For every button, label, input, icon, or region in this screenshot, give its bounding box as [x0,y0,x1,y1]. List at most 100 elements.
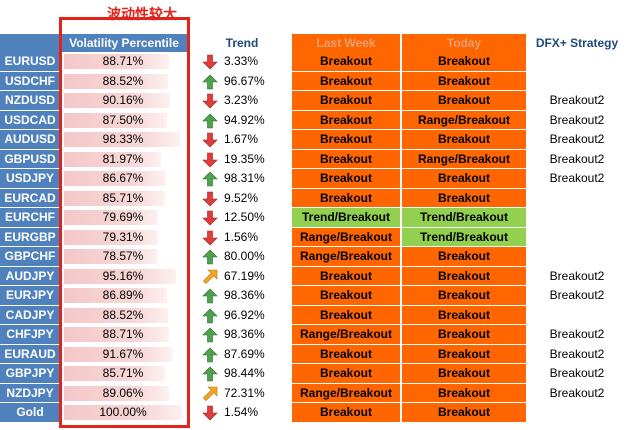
last-week-cell: Range/Breakout [292,325,400,345]
volatility-bar [64,405,182,420]
trend-cell: 87.69% [196,345,288,365]
volatility-header: Volatility Percentile [60,34,188,52]
volatility-cell: 78.57% [60,247,188,267]
dfx-strategy-cell [530,208,624,228]
dfx-strategy-cell [530,189,624,209]
trend-cell: 96.67% [196,72,288,92]
today-cell: Breakout [402,266,526,286]
last-week-cell: Breakout [292,364,400,384]
table-row: NZDJPY 89.06% 72.31% Range/Breakout Breakout… [0,383,624,404]
pair-label: GBPCHF [0,247,60,267]
volatility-cell: 86.89% [60,286,188,306]
trend-cell: 1.67% [196,130,288,150]
pair-label: EURGBP [0,227,60,247]
pair-label: USDCAD [0,110,60,130]
today-cell: Breakout [402,247,526,267]
trend-cell: 12.50% [196,208,288,228]
table-row: EURCAD 85.71% 9.52% Breakout Breakout [0,188,624,209]
arrow-down-icon [202,210,218,226]
arrow-down-icon [202,230,218,246]
pair-label: CADJPY [0,305,60,325]
volatility-bar [64,132,181,147]
today-cell: Breakout [402,130,526,150]
today-header: Today [402,34,526,52]
trend-value: 3.23% [224,93,259,107]
table-row: GBPUSD 81.97% 19.35% Breakout Range/Breakout… [0,149,624,169]
dfx-strategy-cell [530,228,624,248]
arrow-down-icon [202,152,218,168]
today-cell: Breakout [402,52,526,72]
arrow-up-icon [202,366,218,382]
volatility-highlight-box [59,17,190,428]
today-cell: Breakout [402,325,526,345]
volatility-value: 88.52% [102,73,144,88]
volatility-cell: 100.00% [60,403,188,423]
trend-header: Trend [225,36,259,50]
pair-label: GBPJPY [0,364,60,384]
dfx-strategy-cell: Breakout2 [549,346,605,361]
volatility-bar [64,327,169,342]
table-row: EURJPY 86.89% 98.36% Breakout Breakout Breako… [0,286,624,306]
today-cell: Range/Breakout [402,110,526,130]
last-week-cell: Range/Breakout [292,247,400,267]
trend-value: 94.92% [224,112,265,127]
table-row: EURGBP 79.31% 1.56% Range/Breakout Trend/Bre… [0,227,624,248]
arrow-diagonal-up-icon [202,269,218,285]
today-cell: Breakout [402,383,526,403]
trend-value: 1.67% [224,132,259,146]
trend-value: 19.35% [224,151,265,166]
last-week-cell: Breakout [292,71,400,91]
pair-label: NZDJPY [0,383,60,403]
pair-label: EURAUD [0,344,60,364]
pair-label: GBPUSD [0,149,60,169]
dfx-strategy-cell: Breakout2 [549,132,605,146]
volatility-cell: 89.06% [60,384,188,404]
volatility-value: 81.97% [102,151,144,166]
arrow-down-icon [202,191,218,207]
table-row: AUDUSD 98.33% 1.67% Breakout Breakout Breakou… [0,130,624,150]
last-week-cell: Range/Breakout [292,227,400,247]
volatility-value: 79.31% [102,229,144,244]
dfx-strategy-cell [530,247,624,267]
last-week-cell: Breakout [292,149,400,169]
last-week-cell: Breakout [292,188,400,208]
volatility-bar [64,93,171,108]
today-cell: Breakout [402,71,526,91]
trend-cell: 3.33% [196,52,288,72]
trend-value: 72.31% [224,385,265,400]
today-cell: Range/Breakout [402,149,526,169]
table-row: EURAUD 91.67% 87.69% Breakout Breakout Breako… [0,344,624,365]
volatility-bar [64,288,167,303]
trend-value: 98.31% [224,171,265,185]
dfx-strategy-cell: Breakout2 [549,288,605,302]
today-cell: Breakout [402,305,526,325]
today-cell: Trend/Breakout [402,208,526,228]
table-row: EURUSD 88.71% 3.33% Breakout Breakout [0,52,624,72]
trend-cell: 9.52% [196,189,288,209]
today-cell: Breakout [402,364,526,384]
table-row: NZDUSD 90.16% 3.23% Breakout Breakout Breakou… [0,91,624,111]
table-row: EURCHF 79.69% 12.50% Trend/Breakout Trend/Br… [0,208,624,228]
volatility-cell: 91.67% [60,345,188,365]
trend-value: 87.69% [224,346,265,361]
today-cell: Breakout [402,344,526,364]
trend-value: 96.92% [224,307,265,322]
trend-value: 12.50% [224,210,265,224]
volatility-cell: 88.52% [60,306,188,326]
dfx-strategy-cell [530,72,624,92]
arrow-up-icon [202,113,218,129]
arrow-up-icon [202,74,218,90]
dfx-strategy-cell [530,52,624,72]
volatility-value: 90.16% [102,93,144,107]
pair-label: USDJPY [0,169,60,189]
volatility-bar [64,229,158,245]
volatility-bar [64,73,169,89]
volatility-value: 89.06% [102,385,144,400]
volatility-cell: 85.71% [60,189,188,209]
dfx-strategy-cell: Breakout2 [549,93,605,107]
last-week-cell: Breakout [292,305,400,325]
arrow-up-icon [202,347,218,363]
volatility-value: 79.69% [102,210,144,224]
pair-label: AUDUSD [0,130,60,150]
volatility-cell: 79.69% [60,208,188,228]
